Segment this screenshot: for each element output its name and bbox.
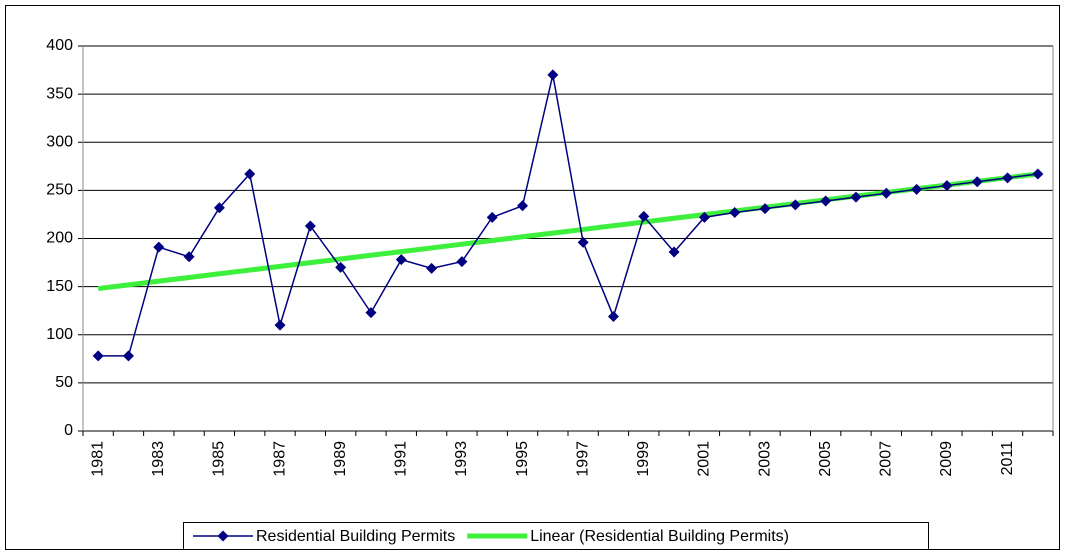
y-tick-label: 100 xyxy=(46,326,73,343)
x-tick-label: 1995 xyxy=(514,441,531,477)
y-tick-label: 0 xyxy=(64,422,73,439)
data-point xyxy=(850,191,862,203)
data-point xyxy=(335,261,347,273)
x-tick-label: 2003 xyxy=(756,441,773,477)
x-tick-label: 1985 xyxy=(211,441,228,477)
data-point xyxy=(122,350,134,362)
data-point xyxy=(880,187,892,199)
data-point xyxy=(729,207,741,219)
x-tick-label: 2007 xyxy=(878,441,895,477)
x-tick-label: 1999 xyxy=(635,441,652,477)
data-point xyxy=(213,202,225,214)
y-tick-label: 350 xyxy=(46,85,73,102)
x-tick-label: 1981 xyxy=(89,441,106,477)
series-line xyxy=(98,74,1038,357)
x-tick-label: 2005 xyxy=(817,441,834,477)
data-point xyxy=(941,180,953,192)
legend: Residential Building Permits Linear (Resi… xyxy=(183,522,929,550)
x-tick-label: 2011 xyxy=(999,441,1016,476)
data-point xyxy=(638,210,650,222)
data-point xyxy=(274,319,286,331)
y-tick-label: 150 xyxy=(46,278,73,295)
legend-label: Linear (Residential Building Permits) xyxy=(530,528,789,545)
data-point xyxy=(789,199,801,211)
legend-label: Residential Building Permits xyxy=(256,528,455,545)
x-tick-label: 2009 xyxy=(938,441,955,477)
legend-marker xyxy=(217,530,229,542)
x-tick-label: 1983 xyxy=(150,441,167,477)
data-point xyxy=(486,211,498,223)
y-tick-label: 300 xyxy=(46,133,73,150)
data-point xyxy=(759,203,771,215)
data-point xyxy=(698,211,710,223)
data-point xyxy=(1002,172,1014,184)
data-point xyxy=(577,236,589,248)
y-tick-label: 250 xyxy=(46,182,73,199)
data-point xyxy=(395,254,407,266)
x-tick-label: 1987 xyxy=(271,441,288,477)
data-point xyxy=(911,183,923,195)
data-point xyxy=(456,256,468,268)
data-point xyxy=(668,246,680,258)
x-tick-label: 1993 xyxy=(453,441,470,477)
data-point xyxy=(92,350,104,362)
y-tick-label: 50 xyxy=(55,374,73,391)
y-tick-label: 200 xyxy=(46,230,73,247)
y-tick-label: 400 xyxy=(46,37,73,54)
data-point xyxy=(244,168,256,180)
data-point xyxy=(183,251,195,263)
data-point xyxy=(1032,168,1044,180)
data-point xyxy=(607,310,619,322)
data-point xyxy=(820,195,832,207)
data-point xyxy=(517,200,529,212)
x-tick-label: 1989 xyxy=(332,441,349,477)
x-tick-label: 2001 xyxy=(696,441,713,477)
data-point xyxy=(304,220,316,232)
data-point xyxy=(365,307,377,319)
data-point xyxy=(426,262,438,274)
data-point xyxy=(971,176,983,188)
legend-box xyxy=(183,522,929,550)
x-tick-label: 1991 xyxy=(393,441,410,477)
data-point xyxy=(153,241,165,253)
data-point xyxy=(547,69,559,81)
x-tick-label: 1997 xyxy=(574,441,591,477)
